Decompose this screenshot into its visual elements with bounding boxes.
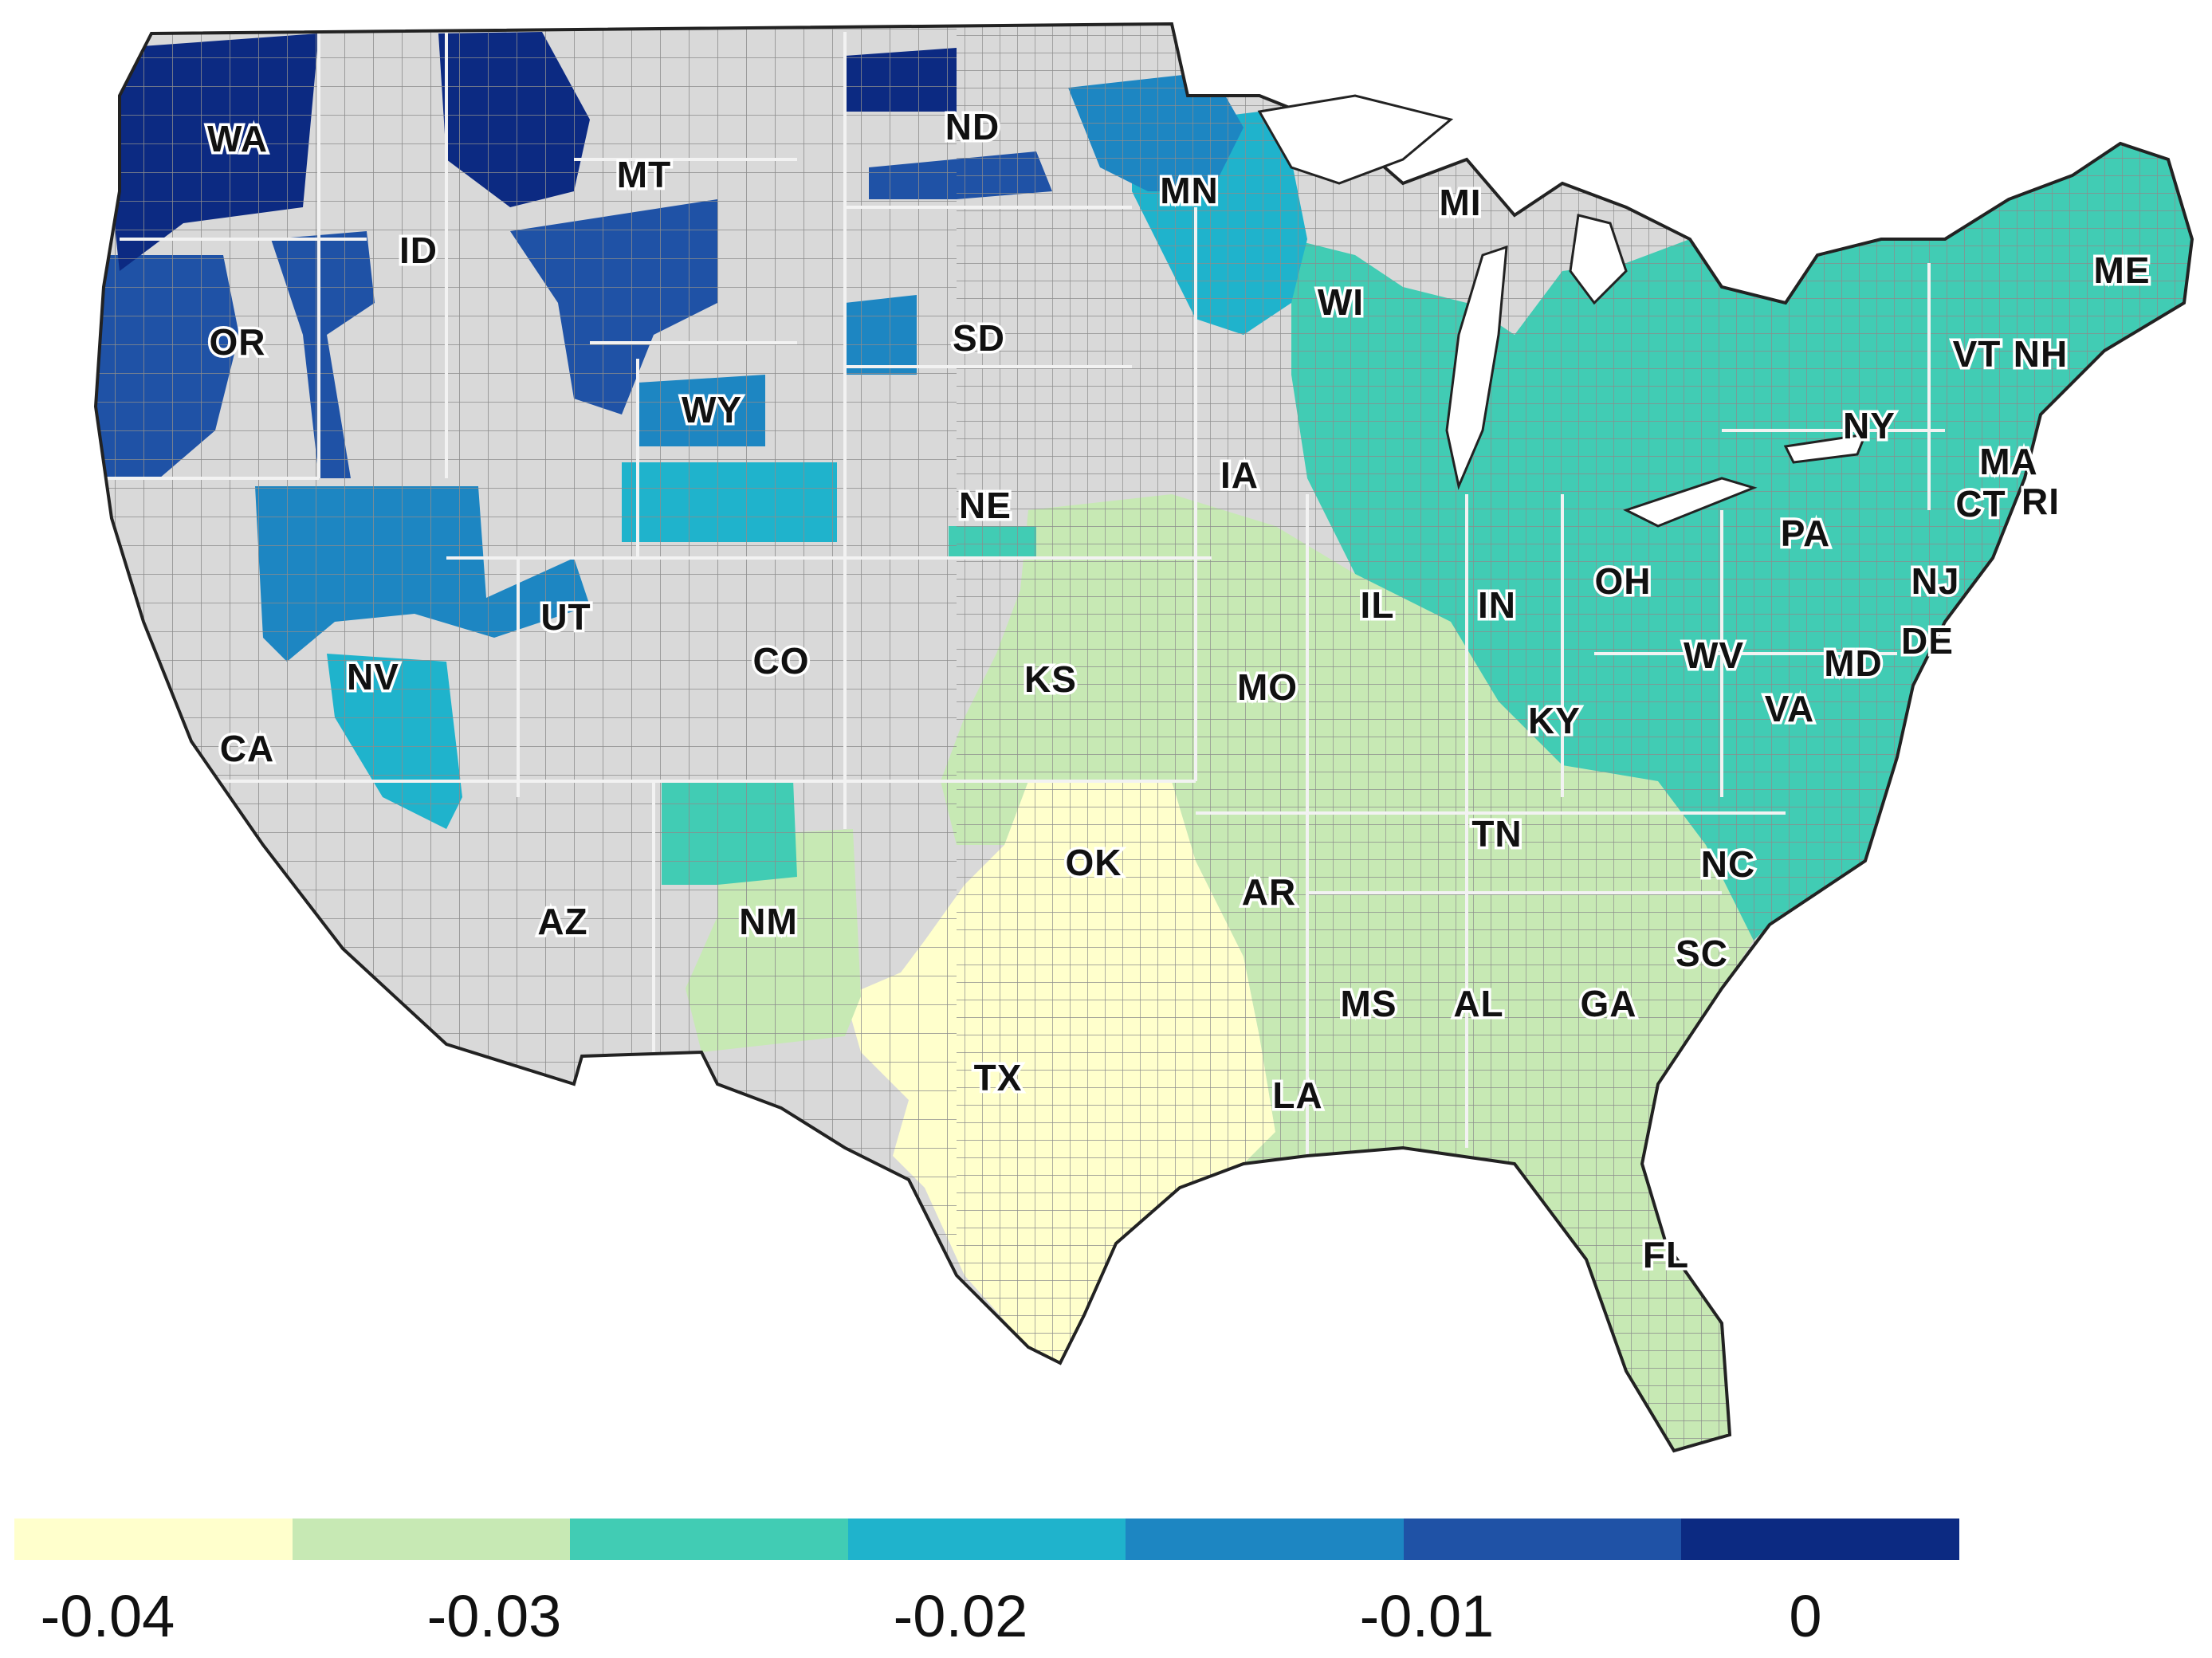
state-label-de: DE xyxy=(1901,620,1954,662)
state-label-mi: MI xyxy=(1439,182,1481,223)
state-label-sc: SC xyxy=(1676,933,1728,974)
state-label-mt: MT xyxy=(617,154,671,195)
state-label-nv: NV xyxy=(347,656,399,697)
legend-tick-label: -0.02 xyxy=(893,1583,1028,1649)
state-label-ne: NE xyxy=(959,485,1012,526)
state-label-co: CO xyxy=(753,640,810,682)
color-legend xyxy=(14,1519,1960,1566)
state-label-ks: KS xyxy=(1024,658,1077,700)
state-label-oh: OH xyxy=(1595,560,1652,602)
lake-superior xyxy=(1257,94,1454,185)
state-label-id: ID xyxy=(399,230,438,271)
map-container: WA OR ID MT ND MN MI WI SD WY NE IA UT NV CA CO KS MO IL IN… xyxy=(93,22,2194,1453)
state-label-nd: ND xyxy=(945,106,1000,147)
state-label-nc: NC xyxy=(1701,843,1755,885)
legend-tick-label: -0.01 xyxy=(1359,1583,1495,1649)
state-label-ct: CT xyxy=(1955,483,2006,525)
state-label-or: OR xyxy=(210,321,266,363)
state-label-nj: NJ xyxy=(1911,560,1960,602)
state-label-ga: GA xyxy=(1581,983,1637,1024)
legend-tick-label: -0.03 xyxy=(426,1583,562,1649)
state-label-wy: WY xyxy=(682,389,742,430)
state-label-ri: RI xyxy=(2021,481,2060,522)
state-label-az: AZ xyxy=(537,901,587,942)
state-label-ar: AR xyxy=(1242,871,1296,913)
lake-ontario xyxy=(1783,433,1868,464)
legend-tick-label: 0 xyxy=(1789,1583,1822,1649)
state-label-pa: PA xyxy=(1781,513,1831,554)
legend-bin-5 xyxy=(1126,1519,1405,1560)
state-label-mo: MO xyxy=(1237,666,1298,708)
state-label-ok: OK xyxy=(1066,842,1122,883)
state-label-wi: WI xyxy=(1318,281,1364,323)
state-label-wa: WA xyxy=(207,118,268,159)
us-coastline xyxy=(93,22,2194,1453)
state-label-fl: FL xyxy=(1643,1234,1689,1275)
state-label-wv: WV xyxy=(1684,635,1744,676)
state-label-va: VA xyxy=(1765,688,1815,729)
state-label-in: IN xyxy=(1478,584,1516,626)
lake-michigan xyxy=(1445,245,1508,490)
state-label-sd: SD xyxy=(953,317,1005,359)
legend-bin-7 xyxy=(1681,1519,1960,1560)
legend-bin-2 xyxy=(292,1519,571,1560)
legend-bin-6 xyxy=(1403,1519,1682,1560)
state-label-al: AL xyxy=(1453,983,1503,1024)
lake-erie xyxy=(1623,477,1758,528)
state-label-nm: NM xyxy=(739,901,798,942)
state-label-vt: VT xyxy=(1953,333,2002,375)
state-label-ma: MA xyxy=(1979,441,2038,482)
legend-bin-1 xyxy=(14,1519,293,1560)
state-label-tn: TN xyxy=(1471,813,1522,855)
state-label-ca: CA xyxy=(220,728,274,769)
state-borders xyxy=(104,32,1945,1164)
state-label-ut: UT xyxy=(540,596,591,638)
lake-huron xyxy=(1569,214,1628,305)
state-label-mn: MN xyxy=(1160,170,1219,211)
state-label-tx: TX xyxy=(974,1057,1023,1098)
us-county-choropleth-map: WA OR ID MT ND MN MI WI SD WY NE IA UT NV CA CO KS MO IL IN… xyxy=(93,22,2194,1453)
state-label-ny: NY xyxy=(1843,405,1896,446)
legend-tick-label: -0.04 xyxy=(40,1583,175,1649)
legend-bin-3 xyxy=(570,1519,849,1560)
state-labels: WA OR ID MT ND MN MI WI SD WY NE IA UT NV CA CO KS MO IL IN… xyxy=(204,104,2152,1279)
state-label-il: IL xyxy=(1361,584,1395,626)
state-label-me: ME xyxy=(2094,249,2151,291)
state-label-la: LA xyxy=(1272,1075,1322,1116)
state-label-ky: KY xyxy=(1528,700,1581,741)
state-label-md: MD xyxy=(1824,642,1883,684)
state-label-nh: NH xyxy=(2014,333,2068,375)
state-label-ms: MS xyxy=(1341,983,1397,1024)
legend-bin-4 xyxy=(847,1519,1126,1560)
state-label-ia: IA xyxy=(1220,454,1259,496)
